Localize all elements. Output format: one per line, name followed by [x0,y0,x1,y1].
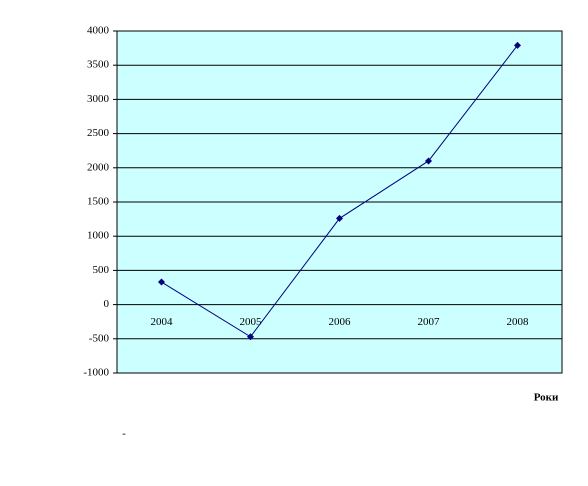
y-tick-label: 2500 [87,127,110,139]
x-tick-label: 2006 [329,316,352,328]
y-tick-label: 1500 [87,196,110,208]
y-tick-label: -500 [89,332,110,344]
marker [425,157,432,165]
y-tick-label: 0 [104,298,110,310]
y-tick-label: 2000 [87,161,110,173]
x-tick-label: 2008 [507,316,530,328]
y-tick-label: 3000 [87,93,110,105]
y-tick-label: 1000 [87,230,110,242]
marker [514,41,521,49]
marker [158,278,165,286]
marker [336,214,343,222]
marker [247,333,254,341]
y-tick-label: 4000 [87,25,110,37]
x-tick-label: 2004 [151,316,174,328]
x-axis-label: Роки [534,392,559,404]
y-tick-label: -1000 [83,367,109,379]
x-tick-label: 2007 [418,316,441,328]
y-tick-label: 500 [93,264,110,276]
y-tick-label: 3500 [87,59,110,71]
annotation: - [122,428,126,440]
x-tick-label: 2005 [240,316,263,328]
